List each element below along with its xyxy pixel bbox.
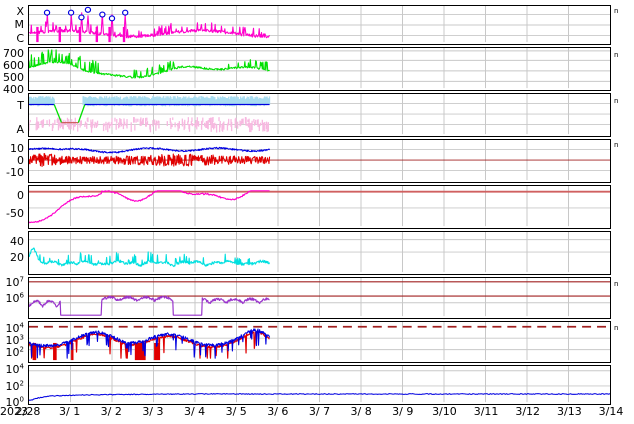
ylabel-vsw-400: 400 xyxy=(3,83,24,96)
xaxis-tick-4: 3/ 4 xyxy=(183,405,206,418)
panel-high-energy-proton xyxy=(28,365,611,405)
xaxis-tick-13: 3/13 xyxy=(556,405,582,418)
xaxis-tick-3: 3/ 3 xyxy=(142,405,164,418)
ylabel-dst-n50: -50 xyxy=(6,207,24,220)
right-mark-5: n xyxy=(614,324,619,332)
ylabel-prot-1e3: 103 xyxy=(5,333,24,347)
ylabel-xray-M: M xyxy=(14,18,25,31)
xaxis-year-label: 2023 xyxy=(0,405,28,418)
xaxis-tick-11: 3/11 xyxy=(473,405,499,418)
panel-dst-svg xyxy=(29,186,610,227)
ylabel-imf-0: 0 xyxy=(17,154,24,167)
panel-proton-flux xyxy=(28,321,611,363)
ylabel-act-40: 40 xyxy=(10,235,24,248)
xaxis-tick-10: 3/10 xyxy=(432,405,457,418)
panel-electron-flux xyxy=(28,277,611,319)
ylabel-vsw-500: 500 xyxy=(3,71,24,84)
panel-xray-flux xyxy=(28,5,611,45)
ylabel-elec-1e6: 106 xyxy=(5,291,24,305)
panel-activity-svg xyxy=(29,232,610,273)
ylabel-xray-X: X xyxy=(16,5,24,18)
ylabel-hep-1e4: 104 xyxy=(5,362,24,376)
ylabel-dst-0: 0 xyxy=(17,189,24,202)
panel-hep-svg xyxy=(29,366,610,403)
ylabel-xray-C: C xyxy=(16,32,24,45)
xaxis-tick-8: 3/ 8 xyxy=(350,405,372,418)
right-mark-2: n xyxy=(614,97,619,105)
ylabel-elec-1e7: 107 xyxy=(5,275,24,289)
ylabel-flow-A: A xyxy=(16,123,24,136)
xaxis-tick-5: 3/ 5 xyxy=(225,405,247,418)
xaxis-tick-2: 3/ 2 xyxy=(100,405,122,418)
xaxis-tick-12: 3/12 xyxy=(515,405,541,418)
panel-xray-svg xyxy=(29,6,610,43)
xaxis-tick-9: 3/ 9 xyxy=(392,405,414,418)
ylabel-vsw-600: 600 xyxy=(3,59,24,72)
ylabel-prot-1e4: 104 xyxy=(5,321,24,335)
right-mark-3: n xyxy=(614,141,619,149)
panel-electron-svg xyxy=(29,278,610,317)
xaxis-tick-14: 3/14 xyxy=(598,405,624,418)
panel-dst xyxy=(28,185,611,229)
ylabel-vsw-700: 700 xyxy=(3,47,24,60)
xaxis-tick-0: 2/28 xyxy=(15,405,41,418)
ylabel-imf-n10: -10 xyxy=(6,166,24,179)
right-mark-4: n xyxy=(614,280,619,288)
ylabel-imf-10: 10 xyxy=(10,142,24,155)
panel-proton-svg xyxy=(29,322,610,361)
panel-solar-wind-speed xyxy=(28,47,611,91)
xaxis-tick-7: 3/ 7 xyxy=(308,405,331,418)
panel-imf xyxy=(28,139,611,183)
panel-imf-svg xyxy=(29,140,610,181)
panel-vsw-svg xyxy=(29,48,610,89)
ylabel-flow-T: T xyxy=(17,99,24,112)
ylabel-act-20: 20 xyxy=(10,251,24,264)
ylabel-prot-1e2: 102 xyxy=(5,345,24,359)
ylabel-hep-1e0: 100 xyxy=(5,395,24,409)
panel-activity xyxy=(28,231,611,275)
xaxis-tick-6: 3/ 6 xyxy=(267,405,289,418)
ylabel-hep-1e2: 102 xyxy=(5,379,24,393)
xaxis-tick-1: 3/ 1 xyxy=(59,405,81,418)
right-mark-0: n xyxy=(614,7,619,15)
panel-flow-direction xyxy=(28,93,611,137)
right-mark-1: n xyxy=(614,51,619,59)
panel-flow-svg xyxy=(29,94,610,135)
